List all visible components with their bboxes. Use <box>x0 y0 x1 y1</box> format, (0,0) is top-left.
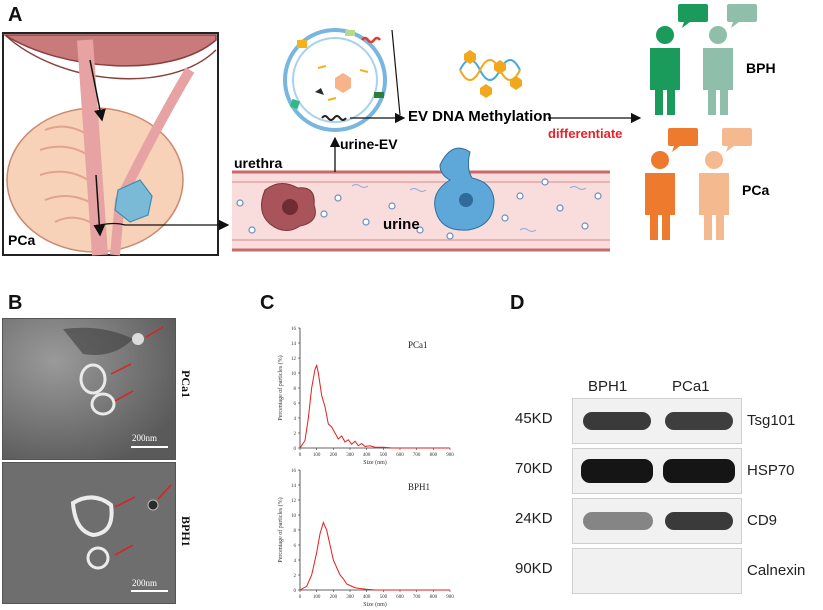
band-pca1-cd9 <box>665 512 733 530</box>
y-tick-label-1: 4 <box>294 559 297 564</box>
y-tick-label-1: 6 <box>294 544 297 549</box>
x-tick-label-1: 200 <box>330 595 338 600</box>
urine-ev-label: urine-EV <box>340 136 398 152</box>
panel-a-illustration <box>2 4 757 256</box>
tumor-shape <box>114 179 153 223</box>
em-image-bph1 <box>2 462 176 604</box>
pca-group-label: PCa <box>742 182 770 198</box>
wb-row-hsp70 <box>572 448 742 494</box>
y-tick-label-1: 8 <box>294 529 297 534</box>
band-bph1-tsg101 <box>583 412 651 430</box>
y-tick-label-1: 10 <box>291 514 297 519</box>
y-tick-label-1: 0 <box>294 589 297 594</box>
panel-label-a: A <box>8 4 23 26</box>
y-tick-label-0: 4 <box>294 417 297 422</box>
kd-label-hsp70: 70KD <box>515 460 553 477</box>
wb-row-calnexin <box>572 548 742 594</box>
protein-label-hsp70: HSP70 <box>747 462 795 479</box>
y-tick-label-1: 2 <box>294 574 297 579</box>
bph-group-label: BPH <box>746 60 776 76</box>
y-tick-label-1: 14 <box>291 484 297 489</box>
x-tick-label-1: 0 <box>299 595 302 600</box>
em-image-pca1 <box>2 318 176 460</box>
y-tick-label-0: 16 <box>291 327 297 332</box>
y-tick-label-1: 16 <box>291 469 297 474</box>
kd-label-cd9: 24KD <box>515 510 553 527</box>
protein-label-tsg101: Tsg101 <box>747 412 796 429</box>
x-tick-label-0: 700 <box>413 453 421 458</box>
series-line-1-0 <box>299 521 450 591</box>
x-tick-label-1: 900 <box>446 595 454 600</box>
wb-col-bph1: BPH1 <box>588 378 628 395</box>
x-tick-label-1: 700 <box>413 595 421 600</box>
y-tick-label-0: 8 <box>294 387 297 392</box>
band-pca1-hsp70 <box>663 459 735 483</box>
wb-row-tsg101 <box>572 398 742 444</box>
wb-col-pca1: PCa1 <box>672 378 710 395</box>
x-axis-label-0: Size (nm) <box>363 459 387 466</box>
y-tick-label-0: 6 <box>294 402 297 407</box>
band-bph1-cd9 <box>583 512 653 530</box>
x-tick-label-1: 400 <box>363 595 371 600</box>
x-tick-label-0: 200 <box>330 453 338 458</box>
urethra-tube <box>77 39 108 256</box>
y-tick-label-0: 2 <box>294 432 297 437</box>
bladder-shape <box>2 34 217 67</box>
x-tick-label-0: 0 <box>299 453 302 458</box>
series-line-0-0 <box>299 363 450 449</box>
urethra-label: urethra <box>234 155 283 171</box>
x-tick-label-0: 300 <box>346 453 354 458</box>
panel-label-d: D <box>510 292 525 314</box>
em-label-bph1: BPH1 <box>179 516 193 547</box>
band-pca1-tsg101 <box>665 412 733 430</box>
chart-title-0: PCa1 <box>408 340 428 350</box>
protein-label-cd9: CD9 <box>747 512 778 529</box>
kd-label-calnexin: 90KD <box>515 560 553 577</box>
panel-label-b: B <box>8 292 23 314</box>
x-tick-label-1: 300 <box>346 595 354 600</box>
x-axis-label-1: Size (nm) <box>363 601 387 608</box>
x-tick-label-0: 500 <box>380 453 388 458</box>
x-tick-label-0: 900 <box>446 453 454 458</box>
x-tick-label-1: 100 <box>313 595 321 600</box>
y-axis-label-0: Percentage of particles (%) <box>277 355 284 420</box>
x-tick-label-1: 500 <box>380 595 388 600</box>
panel-label-c: C <box>260 292 275 314</box>
y-tick-label-0: 12 <box>291 357 297 362</box>
protein-label-calnexin: Calnexin <box>747 562 806 579</box>
y-tick-label-0: 14 <box>291 342 297 347</box>
pca-tissue-label: PCa <box>8 232 36 248</box>
x-tick-label-0: 800 <box>430 453 438 458</box>
ev-methylation-label: EV DNA Methylation <box>408 108 552 125</box>
x-tick-label-0: 100 <box>313 453 321 458</box>
wb-row-cd9 <box>572 498 742 544</box>
kd-label-tsg101: 45KD <box>515 410 553 427</box>
pca-people-icons <box>645 128 752 240</box>
bph-people-icons <box>650 4 757 115</box>
x-tick-label-1: 800 <box>430 595 438 600</box>
band-bph1-hsp70 <box>581 459 653 483</box>
em-label-pca1: PCa1 <box>179 370 193 398</box>
x-tick-label-0: 400 <box>363 453 371 458</box>
scale-bar-bph1: 200nm <box>132 578 158 588</box>
y-tick-label-0: 0 <box>294 447 297 452</box>
y-tick-label-1: 12 <box>291 499 297 504</box>
y-tick-label-0: 10 <box>291 372 297 377</box>
x-tick-label-1: 600 <box>396 595 404 600</box>
y-axis-label-1: Percentage of particles (%) <box>277 497 284 562</box>
differentiate-label: differentiate <box>548 126 623 141</box>
x-tick-label-0: 600 <box>396 453 404 458</box>
chart-title-1: BPH1 <box>408 482 430 492</box>
dna-helix-shape <box>459 50 522 98</box>
shedding-cell-shape <box>434 147 495 231</box>
urine-label: urine <box>383 216 420 233</box>
scale-bar-pca1: 200nm <box>132 433 158 443</box>
